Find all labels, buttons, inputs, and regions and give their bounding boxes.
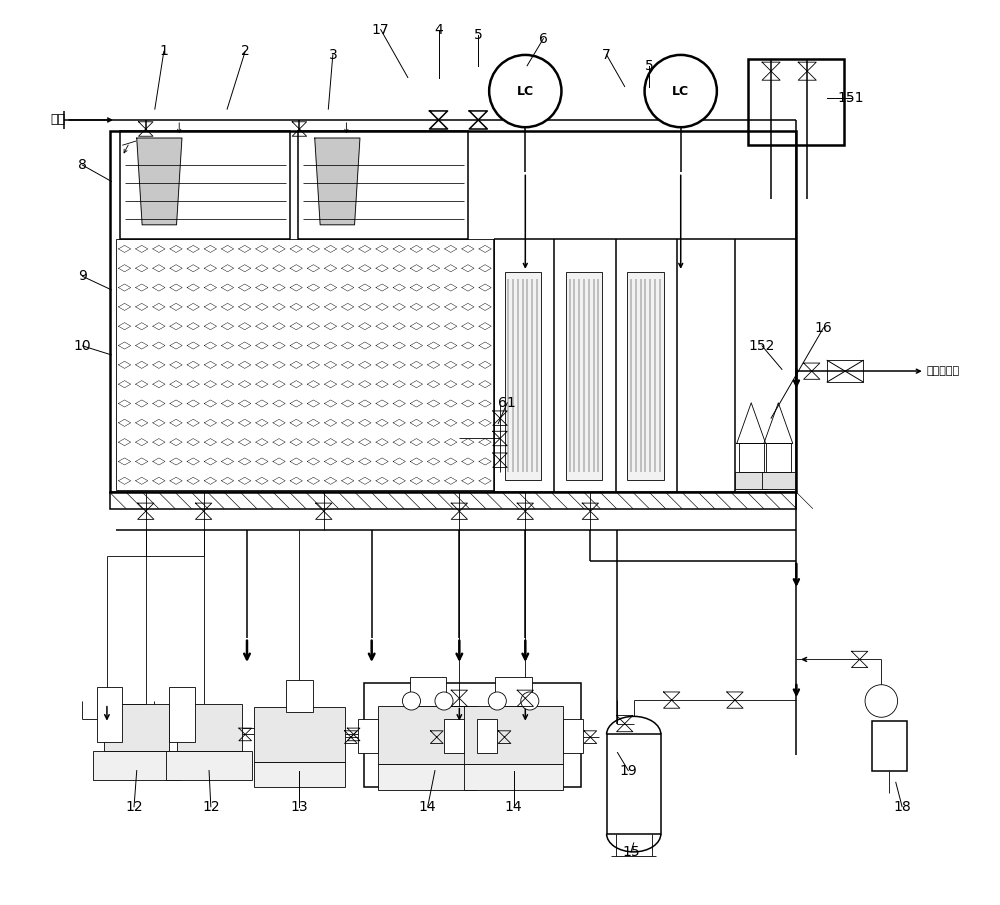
Text: 12: 12 — [125, 800, 143, 814]
Bar — [495, 677, 532, 706]
Text: 10: 10 — [74, 338, 91, 353]
Bar — [116, 239, 494, 491]
Text: 5: 5 — [645, 59, 653, 72]
Text: 152: 152 — [749, 338, 775, 353]
Bar — [378, 764, 477, 789]
Bar — [358, 719, 378, 753]
Text: 14: 14 — [419, 800, 437, 814]
Text: 7: 7 — [602, 48, 611, 62]
Bar — [872, 721, 907, 770]
Text: 2: 2 — [241, 44, 250, 58]
Bar — [410, 677, 446, 706]
Text: 5: 5 — [474, 28, 483, 42]
Bar — [286, 681, 313, 712]
Bar — [298, 131, 468, 239]
Text: 17: 17 — [372, 23, 390, 36]
Text: LC: LC — [517, 84, 534, 98]
Bar — [110, 131, 796, 492]
Text: 接至清水池: 接至清水池 — [927, 367, 960, 376]
Bar — [444, 719, 464, 753]
Bar — [110, 492, 796, 509]
Bar — [120, 131, 290, 239]
Bar — [364, 683, 581, 786]
Text: 1: 1 — [159, 44, 168, 58]
Text: 14: 14 — [505, 800, 522, 814]
Text: LC: LC — [672, 84, 689, 98]
Text: 进水: 进水 — [50, 113, 65, 127]
Text: 151: 151 — [837, 91, 864, 105]
Bar — [254, 708, 345, 761]
Bar — [169, 688, 195, 742]
Circle shape — [489, 55, 561, 128]
Text: 61: 61 — [498, 395, 516, 410]
Bar — [563, 719, 583, 753]
Text: 3: 3 — [328, 48, 337, 62]
Bar — [766, 443, 791, 472]
Polygon shape — [737, 403, 766, 443]
Bar — [104, 704, 169, 750]
Bar — [607, 735, 661, 834]
Circle shape — [521, 692, 539, 710]
Text: 6: 6 — [539, 32, 548, 45]
Bar — [566, 272, 602, 480]
Bar — [739, 443, 764, 472]
Text: 18: 18 — [893, 800, 911, 814]
Polygon shape — [315, 138, 360, 224]
Bar — [627, 272, 664, 480]
Polygon shape — [764, 403, 793, 443]
Circle shape — [488, 692, 506, 710]
Text: 15: 15 — [622, 845, 640, 859]
Bar — [464, 764, 563, 789]
Bar — [748, 59, 844, 146]
Bar — [378, 706, 477, 764]
Text: 13: 13 — [291, 800, 308, 814]
Bar — [97, 688, 122, 742]
Text: 9: 9 — [78, 270, 87, 283]
Bar — [762, 472, 795, 489]
Polygon shape — [137, 138, 182, 224]
Circle shape — [865, 685, 898, 718]
Bar — [254, 761, 345, 786]
Text: 12: 12 — [202, 800, 220, 814]
Bar — [464, 706, 563, 764]
Bar — [477, 719, 497, 753]
Text: 4: 4 — [434, 23, 443, 36]
Bar — [166, 750, 252, 779]
Bar — [93, 750, 180, 779]
Text: 19: 19 — [619, 764, 637, 777]
Text: 8: 8 — [78, 158, 87, 172]
Circle shape — [402, 692, 420, 710]
Bar — [505, 272, 541, 480]
Bar — [735, 472, 767, 489]
Circle shape — [645, 55, 717, 128]
Bar — [177, 704, 242, 750]
Circle shape — [435, 692, 453, 710]
Bar — [827, 360, 863, 382]
Text: 16: 16 — [815, 320, 832, 335]
